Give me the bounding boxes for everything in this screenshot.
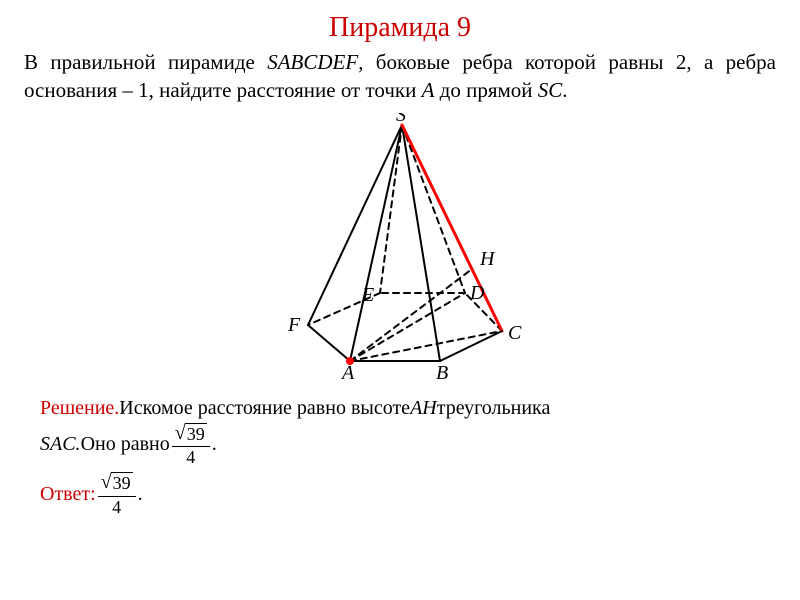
svg-text:H: H bbox=[479, 248, 496, 270]
solution-label: Решение. bbox=[40, 393, 119, 423]
svg-text:S: S bbox=[396, 113, 406, 126]
line-sc: SC bbox=[538, 78, 563, 102]
svg-text:F: F bbox=[287, 314, 301, 336]
title-text: Пирамида 9 bbox=[329, 12, 471, 43]
triangle-sac: SAC. bbox=[40, 429, 81, 459]
answer-fraction: √ 39 4 bbox=[98, 472, 136, 516]
svg-text:A: A bbox=[340, 362, 355, 383]
answer-denominator: 4 bbox=[112, 497, 121, 516]
page-title: Пирамида 9 bbox=[24, 12, 776, 44]
problem-suffix: . bbox=[562, 78, 567, 102]
problem-mid2: до прямой bbox=[434, 78, 537, 102]
solution-line-1: Решение. Искомое расстояние равно высоте… bbox=[40, 393, 776, 423]
svg-text:C: C bbox=[508, 322, 522, 344]
answer-period: . bbox=[138, 483, 143, 506]
solution-period: . bbox=[212, 429, 217, 459]
point-a: A bbox=[422, 78, 435, 102]
solution-block: Решение. Искомое расстояние равно высоте… bbox=[40, 393, 776, 467]
answer-block: Ответ: √ 39 4 . bbox=[40, 472, 776, 516]
fraction-numerator: √ 39 bbox=[172, 423, 210, 448]
solution-text2: треугольника bbox=[437, 393, 551, 423]
sqrt-icon: √ 39 bbox=[175, 423, 207, 446]
radicand: 39 bbox=[185, 423, 207, 446]
answer-numerator: √ 39 bbox=[98, 472, 136, 497]
pyramid-diagram: S A B C D E F H bbox=[240, 113, 560, 383]
answer-radicand: 39 bbox=[111, 472, 133, 495]
solution-text3: Оно равно bbox=[81, 429, 170, 459]
svg-text:D: D bbox=[469, 282, 485, 304]
sqrt-icon: √ 39 bbox=[101, 472, 133, 495]
problem-statement: В правильной пирамиде SABCDEF, боковые р… bbox=[24, 48, 776, 105]
fraction-denominator: 4 bbox=[186, 447, 195, 466]
solution-text1: Искомое расстояние равно высоте bbox=[119, 393, 410, 423]
answer-label: Ответ: bbox=[40, 483, 96, 506]
segment-ah: AH bbox=[410, 393, 437, 423]
pyramid-name: SABCDEF bbox=[267, 50, 358, 74]
problem-prefix: В правильной пирамиде bbox=[24, 50, 267, 74]
diagram-container: S A B C D E F H bbox=[24, 113, 776, 383]
svg-text:B: B bbox=[436, 362, 448, 383]
solution-line-2: SAC. Оно равно √ 39 4 . bbox=[40, 423, 776, 467]
svg-text:E: E bbox=[361, 284, 374, 306]
solution-fraction: √ 39 4 bbox=[172, 423, 210, 467]
